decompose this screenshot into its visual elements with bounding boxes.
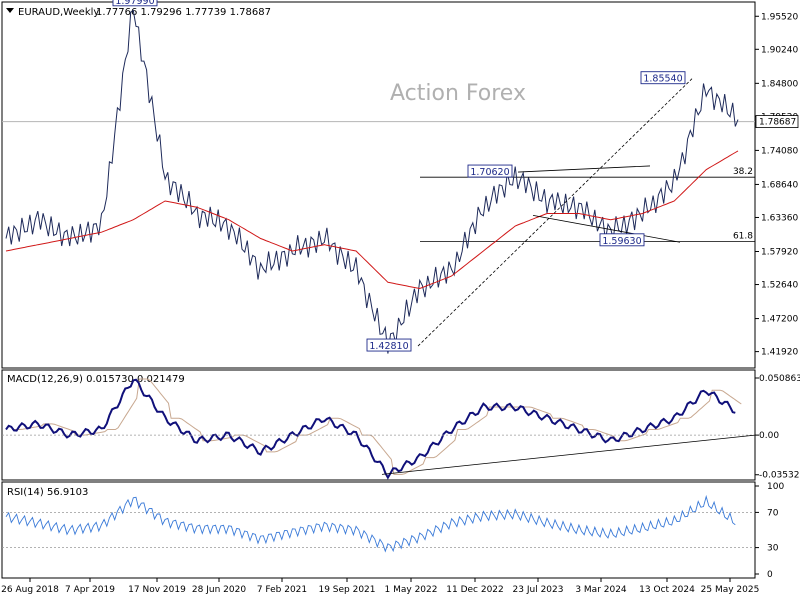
y-tick-label: 1.84800 xyxy=(761,79,798,89)
price-lines xyxy=(5,9,739,354)
annotation-box-high xyxy=(112,0,158,7)
y-tick-label: 1.74080 xyxy=(761,146,798,156)
x-tick-label: 25 May 2025 xyxy=(701,585,760,595)
channel-upper-line xyxy=(517,165,651,173)
y-tick-label: 1.57920 xyxy=(761,248,798,258)
last-price-box xyxy=(755,115,799,128)
rsi-line xyxy=(5,494,736,553)
annotation-box-mid xyxy=(467,164,513,178)
y-tick-label: 1.41920 xyxy=(761,348,798,358)
macd-y-tick-label: 0.050863 xyxy=(759,374,800,384)
chart-ohlc: 1.77766 1.79296 1.77739 1.78687 xyxy=(96,7,271,18)
x-tick-label: 11 Dec 2022 xyxy=(446,585,504,595)
x-axis: 26 Aug 2018 7 Apr 2019 17 Nov 2019 28 Jun 2… xyxy=(1,578,759,595)
macd-y-tick-label: 0.00 xyxy=(759,431,779,441)
y-tick-label: 1.90240 xyxy=(761,45,798,55)
rsi-y-tick-label: 70 xyxy=(767,508,779,518)
x-tick-label: 3 Mar 2024 xyxy=(575,585,627,595)
annotation-mid: 1.70620 xyxy=(470,167,509,178)
x-tick-label: 13 Oct 2024 xyxy=(639,585,695,595)
annotation-low2: 1.59630 xyxy=(602,236,641,247)
x-tick-label: 1 May 2022 xyxy=(385,585,438,595)
x-tick-label: 7 Apr 2019 xyxy=(65,585,115,595)
rsi-y-tick-label: 30 xyxy=(767,544,779,554)
watermark: Action Forex xyxy=(390,81,526,106)
y-tick-label: 1.47200 xyxy=(761,315,798,325)
channel-lower-line xyxy=(532,214,681,243)
price-series-line xyxy=(5,9,739,354)
rsi-label: RSI(14) 56.9103 xyxy=(7,487,88,498)
annotation-high2: 1.85540 xyxy=(643,74,682,85)
symbol-text: EURAUD,Weekly xyxy=(18,7,99,18)
macd-lines: 0.050863 0.00 -0.035322 xyxy=(2,374,800,481)
x-tick-label: 28 Jun 2020 xyxy=(192,585,246,595)
rsi-y-tick-label: 0 xyxy=(767,570,773,580)
macd-y-tick-label: -0.035322 xyxy=(759,471,800,481)
fib-label-fib618: 61.8 xyxy=(733,232,753,242)
macd-trendline xyxy=(381,434,756,475)
ohlc-text: 1.77766 1.79296 1.77739 1.78687 xyxy=(96,7,271,18)
annotation-box-high2 xyxy=(640,71,686,85)
rsi-lines: 100 70 30 0 xyxy=(2,482,784,580)
x-tick-label: 19 Sep 2021 xyxy=(318,585,375,595)
macd-line xyxy=(5,378,736,480)
dropdown-triangle-icon[interactable] xyxy=(6,8,14,13)
rsi-y-tick-label: 100 xyxy=(767,482,784,492)
last-price-label: 1.78687 xyxy=(759,118,796,128)
annotation-high: 1.97990 xyxy=(115,0,154,7)
x-tick-label: 7 Feb 2021 xyxy=(257,585,307,595)
y-tick-label: 1.63360 xyxy=(761,213,798,223)
x-tick-label: 26 Aug 2018 xyxy=(1,585,59,595)
x-tick-label: 23 Jul 2023 xyxy=(513,585,564,595)
dashed-trendline xyxy=(417,78,693,347)
price-panel[interactable] xyxy=(1,1,756,369)
moving-average-line xyxy=(5,150,739,290)
price-labels: 1.955201.902401.848001.795201.740801.686… xyxy=(112,0,799,358)
annotation-box-low2 xyxy=(599,233,645,247)
x-tick-label: 17 Nov 2019 xyxy=(128,585,186,595)
rsi-panel[interactable] xyxy=(1,481,756,579)
y-tick-label: 1.52640 xyxy=(761,281,798,291)
y-tick-label: 1.68640 xyxy=(761,180,798,190)
annotation-box-low xyxy=(366,338,412,352)
fib-label-fib382: 38.2 xyxy=(733,167,753,177)
y-tick-label: 1.95520 xyxy=(761,12,798,22)
chart-symbol: EURAUD,Weekly xyxy=(18,7,99,18)
macd-panel[interactable] xyxy=(1,369,756,481)
annotation-low: 1.42810 xyxy=(369,341,408,352)
macd-label: MACD(12,26,9) 0.015730 0.021479 xyxy=(7,374,185,385)
